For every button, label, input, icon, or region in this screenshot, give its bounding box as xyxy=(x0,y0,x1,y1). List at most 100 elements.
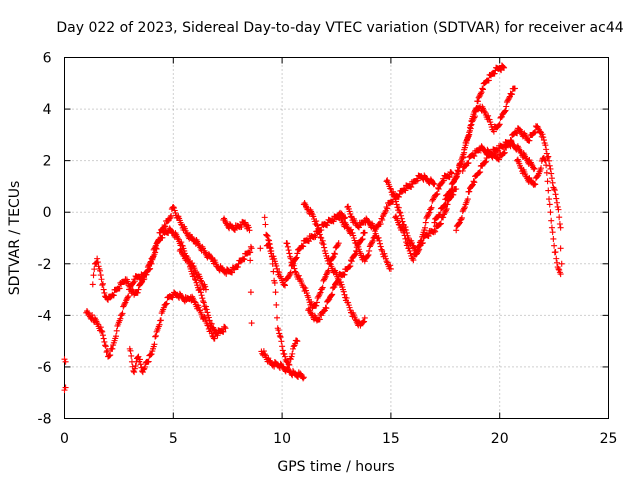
series-track-O xyxy=(392,169,455,264)
data-point xyxy=(387,265,394,272)
data-point xyxy=(156,321,163,328)
data-point xyxy=(246,227,253,234)
data-point xyxy=(361,318,368,325)
x-tick-label: 25 xyxy=(600,431,618,447)
data-point xyxy=(471,153,478,160)
data-point xyxy=(545,187,552,194)
data-point xyxy=(202,283,209,290)
data-point xyxy=(490,128,497,135)
data-point xyxy=(103,349,110,356)
data-point xyxy=(469,182,476,189)
data-point xyxy=(401,232,408,239)
data-point xyxy=(552,191,559,198)
data-point xyxy=(359,236,366,243)
data-point xyxy=(442,196,449,203)
data-point xyxy=(505,96,512,103)
data-point xyxy=(544,178,551,185)
data-point xyxy=(402,235,409,242)
data-point xyxy=(431,219,438,226)
data-point xyxy=(89,281,96,288)
series-track-C xyxy=(126,289,218,376)
data-point xyxy=(454,167,461,174)
data-point xyxy=(104,347,111,354)
data-point xyxy=(262,221,269,228)
data-point xyxy=(113,327,120,334)
series-track-E xyxy=(220,215,255,327)
data-point xyxy=(98,327,105,334)
data-point xyxy=(343,294,350,301)
data-point xyxy=(287,356,294,363)
data-point xyxy=(552,249,559,256)
data-point xyxy=(458,158,465,165)
data-point xyxy=(557,271,564,278)
axis-ticks xyxy=(64,57,609,419)
y-tick-label: 0 xyxy=(43,205,52,221)
data-point xyxy=(415,247,422,254)
data-point xyxy=(393,201,400,208)
data-point xyxy=(461,205,468,212)
data-point xyxy=(198,292,205,299)
data-point xyxy=(509,91,516,98)
data-point xyxy=(377,243,384,250)
data-point xyxy=(263,231,270,238)
data-point xyxy=(272,289,279,296)
data-point xyxy=(320,241,327,248)
data-point xyxy=(90,272,97,279)
x-tick-label: 5 xyxy=(169,431,178,447)
data-point xyxy=(546,201,553,208)
data-point xyxy=(271,279,278,286)
data-point xyxy=(472,108,479,115)
y-tick-label: 2 xyxy=(43,154,52,170)
data-point xyxy=(147,259,154,266)
data-point xyxy=(131,369,138,376)
series-track-H xyxy=(263,209,349,289)
data-point xyxy=(277,334,284,341)
data-point xyxy=(119,310,126,317)
data-point xyxy=(102,342,109,349)
data-point xyxy=(548,224,555,231)
x-axis-label: GPS time / hours xyxy=(277,459,394,475)
data-point xyxy=(347,263,354,270)
data-point xyxy=(282,282,289,289)
x-tick-label: 10 xyxy=(273,431,291,447)
data-point xyxy=(101,338,108,345)
data-point xyxy=(197,286,204,293)
data-point xyxy=(369,239,376,246)
data-point xyxy=(448,187,455,194)
data-point xyxy=(163,300,170,307)
data-point xyxy=(153,245,160,252)
data-point xyxy=(222,325,229,332)
data-point xyxy=(152,245,159,252)
data-point xyxy=(97,267,104,274)
data-point xyxy=(147,265,154,272)
data-point xyxy=(62,358,69,365)
data-point xyxy=(465,159,472,166)
data-point xyxy=(132,362,139,369)
data-point xyxy=(453,227,460,234)
data-point xyxy=(157,317,164,324)
data-point xyxy=(294,338,301,345)
data-point xyxy=(316,228,323,235)
data-point xyxy=(458,160,465,167)
data-point xyxy=(453,174,460,181)
data-point xyxy=(152,332,159,339)
data-point xyxy=(326,257,333,264)
data-point xyxy=(285,247,292,254)
data-point xyxy=(316,316,323,323)
data-point xyxy=(134,289,141,296)
data-point xyxy=(199,295,206,302)
data-point xyxy=(556,214,563,221)
data-point xyxy=(480,86,487,93)
data-point xyxy=(148,351,155,358)
data-point xyxy=(398,212,405,219)
data-point xyxy=(472,113,479,120)
data-point xyxy=(496,121,503,128)
data-point xyxy=(316,292,323,299)
data-point xyxy=(100,335,107,342)
data-point xyxy=(554,203,561,210)
data-point xyxy=(265,236,272,243)
data-point xyxy=(61,387,68,394)
data-point xyxy=(318,235,325,241)
y-tick-label: 4 xyxy=(43,102,52,118)
data-point xyxy=(276,332,283,339)
